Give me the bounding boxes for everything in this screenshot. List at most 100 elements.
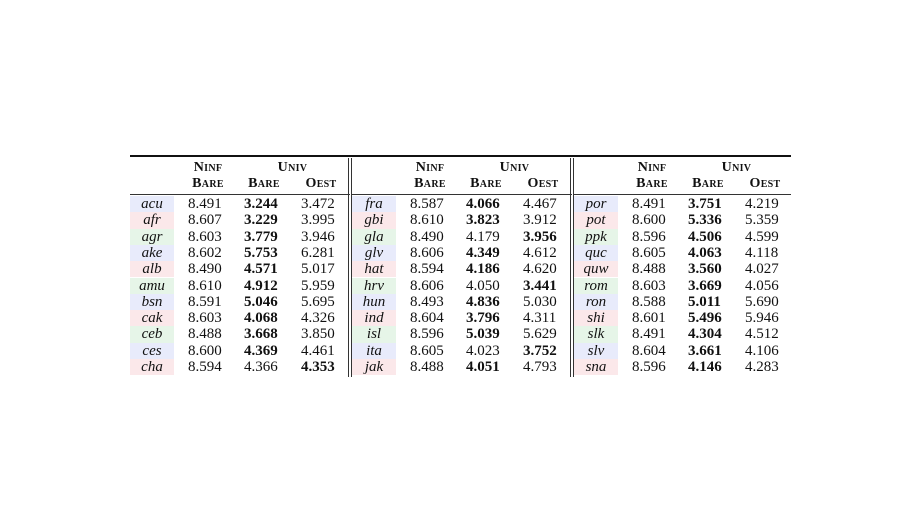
- univ-bare-value: 4.571: [244, 261, 278, 278]
- univ-bare-value: 4.146: [688, 359, 722, 375]
- header-ninf-bare: Bare: [414, 176, 446, 191]
- ninf-bare-value: 8.603: [188, 228, 222, 245]
- table-row: gbi 8.610 3.823 3.912: [352, 212, 572, 229]
- univ-oest-value: 4.467: [523, 196, 557, 212]
- ninf-bare-value: 8.596: [632, 359, 666, 375]
- language-code: hat: [352, 261, 396, 278]
- univ-bare-value: 4.063: [688, 244, 722, 261]
- table-header: Ninf Univ Bare Bare Oest: [352, 158, 572, 194]
- ninf-bare-value: 8.610: [188, 277, 222, 294]
- univ-oest-value: 4.118: [745, 244, 779, 261]
- language-code: cak: [130, 310, 174, 327]
- header-rule: [352, 194, 572, 195]
- univ-bare-value: 3.661: [688, 342, 722, 359]
- univ-bare-value: 3.244: [244, 196, 278, 212]
- univ-oest-value: 3.850: [301, 326, 335, 343]
- univ-oest-value: 3.995: [301, 212, 335, 229]
- univ-oest-value: 4.326: [301, 310, 335, 327]
- language-code: glv: [352, 244, 396, 262]
- table-row: hat 8.594 4.186 4.620: [352, 261, 572, 278]
- language-code: fra: [352, 196, 396, 213]
- univ-oest-value: 5.030: [523, 293, 557, 310]
- language-code: agr: [130, 228, 174, 245]
- univ-bare-value: 3.823: [466, 212, 500, 229]
- univ-bare-value: 4.068: [244, 310, 278, 327]
- univ-bare-value: 4.051: [466, 359, 500, 375]
- language-code: ind: [352, 310, 396, 327]
- univ-bare-value: 4.912: [244, 277, 278, 294]
- univ-bare-value: 4.506: [688, 228, 722, 245]
- univ-bare-value: 5.753: [244, 244, 278, 261]
- ninf-bare-value: 8.587: [410, 196, 444, 212]
- table-row: cak 8.603 4.068 4.326: [130, 310, 350, 327]
- table-top-rule: [130, 155, 791, 157]
- table-row: por 8.491 3.751 4.219: [574, 196, 791, 213]
- univ-oest-value: 3.752: [523, 342, 557, 359]
- table-row: ron 8.588 5.011 5.690: [574, 293, 791, 311]
- univ-oest-value: 5.629: [523, 326, 557, 343]
- ninf-bare-value: 8.488: [188, 326, 222, 343]
- table-row: hrv 8.606 4.050 3.441: [352, 277, 572, 294]
- header-univ: Univ: [721, 160, 752, 175]
- univ-bare-value: 5.496: [688, 310, 722, 327]
- univ-bare-value: 4.369: [244, 342, 278, 359]
- univ-oest-value: 4.106: [745, 342, 779, 359]
- univ-bare-value: 3.668: [244, 326, 278, 343]
- language-code: hun: [352, 293, 396, 311]
- language-code: alb: [130, 261, 174, 278]
- table-row: ces 8.600 4.369 4.461: [130, 342, 350, 359]
- univ-bare-value: 3.229: [244, 212, 278, 229]
- univ-oest-value: 3.472: [301, 196, 335, 212]
- header-rule: [130, 194, 350, 195]
- language-code: shi: [574, 310, 618, 327]
- language-code: acu: [130, 196, 174, 213]
- table-row: ceb 8.488 3.668 3.850: [130, 326, 350, 343]
- language-code: pot: [574, 212, 618, 229]
- table-row: fra 8.587 4.066 4.467: [352, 196, 572, 213]
- table-row: ita 8.605 4.023 3.752: [352, 342, 572, 359]
- table-row: agr 8.603 3.779 3.946: [130, 228, 350, 245]
- ninf-bare-value: 8.490: [410, 228, 444, 245]
- univ-bare-value: 4.179: [466, 228, 500, 245]
- univ-oest-value: 4.353: [301, 359, 335, 375]
- language-code: bsn: [130, 293, 174, 311]
- ninf-bare-value: 8.490: [188, 261, 222, 278]
- univ-bare-value: 4.304: [688, 326, 722, 343]
- language-code: quc: [574, 244, 618, 262]
- table-row: glv 8.606 4.349 4.612: [352, 244, 572, 262]
- univ-bare-value: 3.751: [688, 196, 722, 212]
- table-row: gla 8.490 4.179 3.956: [352, 228, 572, 245]
- language-code: afr: [130, 212, 174, 229]
- language-code: sna: [574, 359, 618, 376]
- univ-oest-value: 3.912: [523, 212, 557, 229]
- header-univ-oest: Oest: [749, 176, 781, 191]
- ninf-bare-value: 8.594: [188, 359, 222, 375]
- language-code: slv: [574, 342, 618, 359]
- table-panel-1: Ninf Univ Bare Bare Oest acu 8.491 3.244 3.472 af…: [130, 158, 350, 377]
- table-row: acu 8.491 3.244 3.472: [130, 196, 350, 213]
- language-code: rom: [574, 277, 618, 294]
- ninf-bare-value: 8.493: [410, 293, 444, 310]
- table-row: ake 8.602 5.753 6.281: [130, 244, 350, 262]
- univ-bare-value: 4.186: [466, 261, 500, 278]
- table-row: afr 8.607 3.229 3.995: [130, 212, 350, 229]
- ninf-bare-value: 8.591: [188, 293, 222, 310]
- univ-oest-value: 4.620: [523, 261, 557, 278]
- univ-oest-value: 4.219: [745, 196, 779, 212]
- language-code: ita: [352, 342, 396, 359]
- ninf-bare-value: 8.491: [632, 196, 666, 212]
- ninf-bare-value: 8.603: [632, 277, 666, 294]
- language-code: ppk: [574, 228, 618, 245]
- univ-oest-value: 4.461: [301, 342, 335, 359]
- univ-oest-value: 5.695: [301, 293, 335, 310]
- table-row: isl 8.596 5.039 5.629: [352, 326, 572, 343]
- table-row: alb 8.490 4.571 5.017: [130, 261, 350, 278]
- table-row: slk 8.491 4.304 4.512: [574, 326, 791, 343]
- language-code: cha: [130, 359, 174, 376]
- ninf-bare-value: 8.601: [632, 310, 666, 327]
- ninf-bare-value: 8.588: [632, 293, 666, 310]
- ninf-bare-value: 8.607: [188, 212, 222, 229]
- univ-oest-value: 4.599: [745, 228, 779, 245]
- univ-oest-value: 5.017: [301, 261, 335, 278]
- univ-bare-value: 4.066: [466, 196, 500, 212]
